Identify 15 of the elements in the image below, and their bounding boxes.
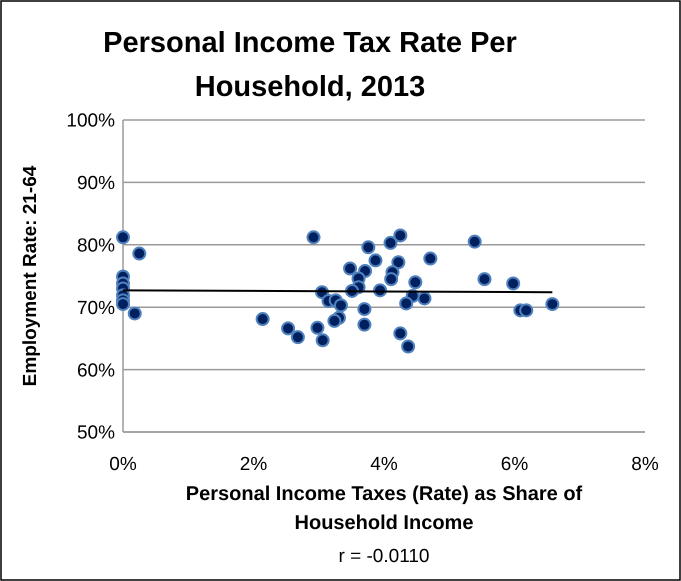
y-tick-label: 100% <box>66 110 116 132</box>
y-tick-label: 80% <box>76 235 116 256</box>
y-axis-title: Employment Rate: 21-64 <box>20 165 41 386</box>
x-tick-label: 0% <box>109 454 137 475</box>
x-tick-label: 4% <box>370 454 398 475</box>
x-axis-title: Personal Income Taxes (Rate) as Share of Household Income <box>186 483 583 534</box>
y-tick-label: 50% <box>76 422 116 444</box>
y-tick-label: 70% <box>76 298 116 319</box>
x-tick-label: 2% <box>240 454 268 475</box>
text: r = -0.0110 <box>338 546 430 567</box>
chart-title: Personal Income Tax Rate Per Household, 2013 <box>103 27 517 103</box>
x-tick-label: 8% <box>631 454 659 475</box>
x-tick-label: 6% <box>500 454 528 475</box>
y-tick-label: 90% <box>76 173 116 194</box>
y-tick-label: 60% <box>76 360 116 382</box>
